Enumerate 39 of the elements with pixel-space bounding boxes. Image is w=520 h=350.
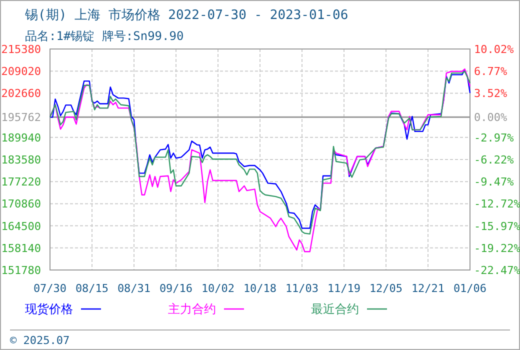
y-tick-label: 215380 bbox=[1, 43, 41, 56]
y2-tick-label: -12.72% bbox=[474, 198, 520, 211]
y-tick-label: 189940 bbox=[1, 131, 41, 144]
y-tick-label: 158140 bbox=[1, 242, 41, 255]
x-tick-label: 12/21 bbox=[411, 282, 445, 295]
legend-label: 现货价格 bbox=[25, 302, 73, 316]
y2-tick-label: -9.47% bbox=[474, 176, 514, 189]
legend-label: 主力合约 bbox=[168, 302, 216, 316]
y2-tick-label: -6.22% bbox=[474, 153, 514, 166]
x-tick-label: 10/18 bbox=[243, 282, 277, 295]
y2-tick-label: 10.02% bbox=[474, 43, 514, 56]
y-tick-label: 209020 bbox=[1, 65, 41, 78]
y-tick-label: 151780 bbox=[1, 264, 41, 277]
x-tick-label: 09/16 bbox=[159, 282, 193, 295]
chart-subtitle: 品名:1#锡锭 牌号:Sn99.90 bbox=[25, 29, 184, 43]
y-tick-label: 195762 bbox=[1, 111, 41, 124]
y2-tick-label: 0.00% bbox=[474, 111, 508, 124]
y2-tick-label: 3.52% bbox=[474, 87, 508, 100]
y-tick-label: 170860 bbox=[1, 198, 41, 211]
x-tick-label: 11/03 bbox=[285, 282, 319, 295]
x-tick-label: 07/30 bbox=[33, 282, 67, 295]
y2-tick-label: -15.97% bbox=[474, 220, 520, 233]
y-tick-label: 164500 bbox=[1, 220, 41, 233]
y2-tick-label: -22.47% bbox=[474, 264, 520, 277]
x-tick-label: 11/19 bbox=[327, 282, 361, 295]
x-tick-label: 08/31 bbox=[117, 282, 151, 295]
x-tick-label: 10/02 bbox=[201, 282, 235, 295]
x-tick-label: 12/05 bbox=[369, 282, 403, 295]
legend-label: 最近合约 bbox=[311, 302, 359, 316]
y-tick-label: 177220 bbox=[1, 176, 41, 189]
chart-title: 锡(期) 上海 市场价格 2022-07-30 - 2023-01-06 bbox=[24, 8, 348, 23]
text: © 2025.07 bbox=[10, 334, 70, 347]
y-tick-label: 202660 bbox=[1, 87, 41, 100]
x-tick-label: 08/15 bbox=[75, 282, 109, 295]
y2-tick-label: -19.22% bbox=[474, 242, 520, 255]
y2-tick-label: -2.97% bbox=[474, 131, 514, 144]
x-tick-label: 01/06 bbox=[453, 282, 487, 295]
y-tick-label: 183580 bbox=[1, 154, 41, 166]
y2-tick-label: 6.77% bbox=[474, 65, 508, 78]
